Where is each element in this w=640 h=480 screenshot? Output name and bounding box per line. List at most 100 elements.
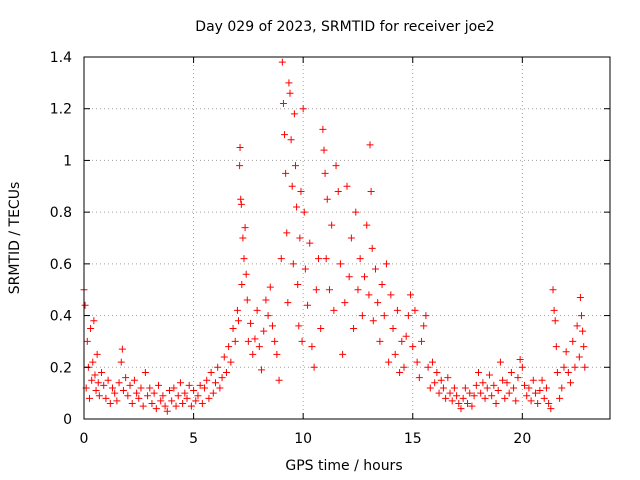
data-point [126, 381, 134, 389]
data-point [361, 273, 369, 281]
x-axis-label: GPS time / hours [285, 458, 402, 474]
data-point [545, 399, 553, 407]
data-point [470, 392, 478, 400]
data-point [323, 195, 331, 203]
data-point [494, 387, 502, 395]
data-point [87, 325, 95, 332]
data-point [240, 255, 248, 263]
data-point [92, 387, 100, 395]
data-point [321, 169, 329, 177]
data-point [549, 286, 557, 294]
data-point [128, 399, 136, 407]
data-point [237, 200, 245, 208]
data-point [168, 397, 176, 405]
data-point [322, 255, 330, 263]
data-point [352, 208, 360, 216]
data-point [527, 397, 535, 405]
data-point [413, 358, 421, 366]
data-point [345, 273, 353, 281]
data-point [236, 162, 244, 170]
data-point [552, 343, 560, 351]
data-point [268, 322, 276, 330]
data-point [576, 293, 584, 301]
data-point [542, 384, 550, 392]
data-point [393, 306, 401, 314]
y-tick-label: 0 [63, 412, 72, 428]
data-point [523, 392, 531, 400]
data-point [159, 392, 167, 400]
data-point [275, 376, 283, 384]
data-point [146, 384, 154, 392]
data-point [518, 363, 526, 371]
data-point [304, 301, 312, 309]
data-point [222, 368, 230, 376]
data-point [510, 384, 518, 392]
y-tick-label: 1 [63, 153, 72, 169]
data-point [569, 337, 577, 345]
data-point [294, 281, 302, 289]
data-point [424, 363, 432, 371]
data-point [431, 379, 439, 387]
data-point [115, 379, 123, 387]
data-point [312, 286, 320, 294]
data-point [194, 392, 202, 400]
data-point [492, 399, 500, 407]
data-point [306, 239, 314, 247]
data-point [514, 374, 522, 382]
data-point [264, 312, 272, 320]
data-point [376, 337, 384, 345]
y-tick-label: 0.6 [50, 257, 72, 273]
data-point [382, 260, 390, 268]
data-point [418, 337, 426, 345]
data-point [119, 387, 127, 395]
data-point [95, 392, 103, 400]
data-point [225, 343, 233, 351]
data-point [573, 322, 581, 330]
data-point [299, 105, 307, 113]
data-point [141, 368, 149, 376]
y-tick-label: 0.4 [50, 309, 72, 325]
data-point [98, 368, 106, 376]
data-point [249, 350, 257, 358]
data-point [538, 376, 546, 384]
data-point [367, 187, 375, 195]
data-point [369, 317, 377, 325]
data-point [354, 286, 362, 294]
data-point [446, 389, 454, 397]
data-point [231, 337, 239, 345]
y-tick-labels: 0 0.2 0.4 0.6 0.8 1 1.2 1.4 [50, 50, 72, 428]
data-point [389, 325, 397, 332]
data-point [330, 306, 338, 314]
data-point [562, 348, 570, 356]
x-tick-label: 5 [189, 431, 198, 447]
data-point [564, 368, 572, 376]
data-point [301, 265, 309, 273]
data-point [499, 376, 507, 384]
data-point [139, 402, 147, 410]
data-point [130, 376, 138, 384]
data-point [104, 376, 112, 384]
data-point [415, 374, 423, 382]
data-point [90, 317, 98, 325]
data-point [433, 368, 441, 376]
data-point [464, 399, 472, 407]
data-point [113, 397, 121, 405]
data-point [347, 234, 355, 242]
data-point [102, 394, 110, 402]
data-point [400, 363, 408, 371]
data-point [174, 392, 182, 400]
data-point [293, 203, 301, 211]
data-point [233, 306, 241, 314]
data-point [247, 319, 255, 327]
data-point [531, 389, 539, 397]
data-point [83, 337, 91, 345]
data-point [315, 255, 323, 263]
y-tick-label: 1.2 [50, 102, 72, 118]
data-point [258, 366, 266, 374]
data-point [296, 234, 304, 242]
data-point [368, 244, 376, 252]
data-point [490, 381, 498, 389]
data-point [286, 89, 294, 97]
data-point [214, 363, 222, 371]
